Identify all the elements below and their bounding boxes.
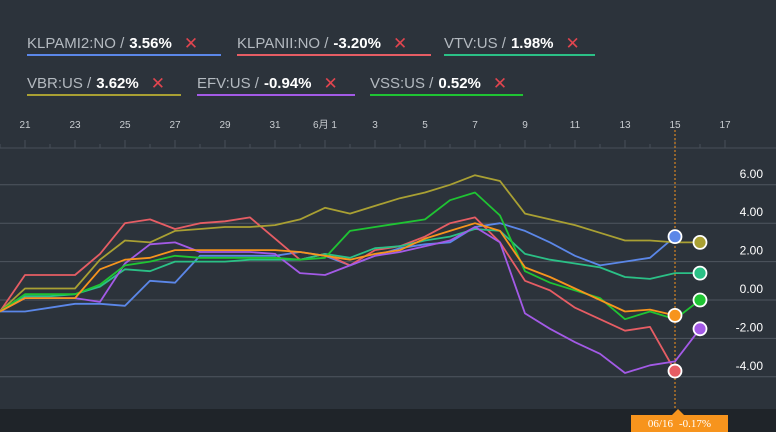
legend-symbol: VBR:US /: [27, 74, 92, 92]
series-end-marker: [667, 307, 683, 323]
series-end-marker: [692, 234, 708, 250]
tooltip-date: 06/16: [647, 417, 673, 430]
x-tick-label: 21: [19, 120, 31, 131]
legend-item[interactable]: VBR:US /3.62% ✕: [27, 70, 181, 96]
legend-value: 3.56%: [129, 34, 172, 52]
legend-color-underline: [197, 94, 355, 96]
series-end-marker: [692, 265, 708, 281]
series-end-marker: [692, 321, 708, 337]
series-end-marker: [667, 363, 683, 379]
legend-symbol: KLPAMI2:NO /: [27, 34, 125, 52]
legend-item[interactable]: KLPANII:NO / -3.20% ✕: [237, 30, 431, 56]
x-axis-band: [0, 409, 776, 432]
x-tick-label: 29: [219, 120, 231, 131]
legend-value: -3.20%: [333, 34, 381, 52]
legend-color-underline: [27, 54, 221, 56]
remove-series-icon[interactable]: ✕: [392, 33, 408, 53]
legend-value: -0.94%: [263, 74, 312, 92]
legend-symbol: KLPANII:NO /: [237, 34, 329, 52]
legend-symbol: VSS:US /: [370, 74, 434, 92]
date-tooltip: 06/16 -0.17%: [631, 415, 728, 432]
legend-item[interactable]: VTV:US /1.98% ✕: [444, 30, 595, 56]
y-tick-label: 6.00: [740, 167, 764, 181]
legend-color-underline: [237, 54, 431, 56]
x-tick-label: 5: [422, 120, 428, 131]
x-tick-label: 13: [619, 120, 631, 131]
legend-symbol: EFV:US /: [197, 74, 259, 92]
x-tick-label: 17: [719, 120, 731, 131]
tooltip-value: -0.17%: [678, 417, 712, 430]
legend-color-underline: [370, 94, 523, 96]
x-tick-label: 31: [269, 120, 281, 131]
y-tick-label: 0.00: [740, 282, 764, 296]
series-line: [0, 222, 676, 313]
remove-series-icon[interactable]: ✕: [492, 73, 508, 93]
legend-symbol: VTV:US /: [444, 34, 506, 52]
remove-series-icon[interactable]: ✕: [565, 33, 580, 53]
y-tick-label: 2.00: [740, 244, 764, 258]
legend-value: 0.52%: [438, 74, 481, 92]
series-line: [0, 216, 676, 372]
series-line: [0, 226, 701, 374]
series-line: [0, 228, 700, 313]
legend-color-underline: [444, 54, 595, 56]
legend-color-underline: [27, 94, 181, 96]
x-tick-label: 9: [522, 120, 528, 131]
x-tick-label: 25: [119, 120, 131, 131]
series-end-marker: [667, 229, 683, 245]
remove-series-icon[interactable]: ✕: [183, 33, 199, 53]
series-end-marker: [692, 292, 708, 308]
x-tick-label: 3: [372, 120, 378, 131]
x-tick-label: 15: [669, 120, 681, 131]
remove-series-icon[interactable]: ✕: [323, 73, 338, 93]
legend-item[interactable]: EFV:US / -0.94% ✕: [197, 70, 355, 96]
x-tick-label: 23: [69, 120, 81, 131]
y-tick-label: -4.00: [736, 359, 764, 373]
y-tick-label: 4.00: [740, 205, 764, 219]
y-tick-label: -2.00: [736, 320, 764, 334]
x-tick-label: 11: [570, 120, 581, 131]
legend-value: 3.62%: [96, 74, 139, 92]
series-line: [0, 222, 676, 317]
remove-series-icon[interactable]: ✕: [150, 73, 165, 93]
x-tick-label: 6月 1: [313, 119, 337, 131]
x-tick-label: 7: [472, 120, 478, 131]
tooltip-arrow: [672, 409, 684, 415]
legend-item[interactable]: VSS:US /0.52% ✕: [370, 70, 523, 96]
legend-item[interactable]: KLPAMI2:NO /3.56% ✕: [27, 30, 221, 56]
series-line: [0, 174, 700, 313]
legend-value: 1.98%: [510, 34, 554, 52]
x-tick-label: 27: [169, 120, 181, 131]
